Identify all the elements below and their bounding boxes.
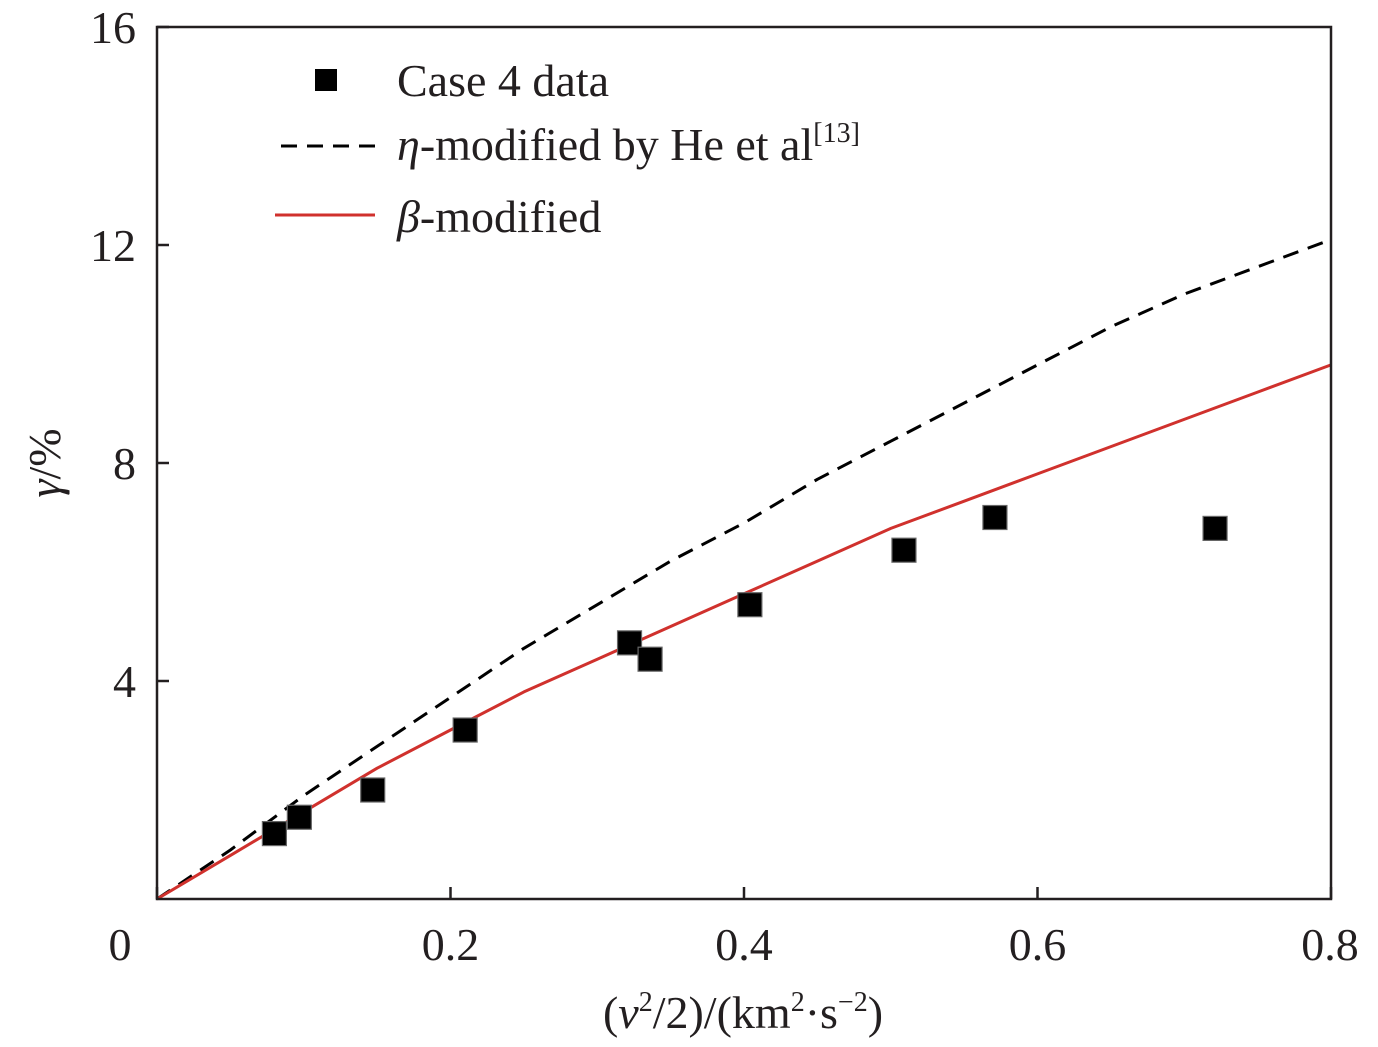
data-point-marker xyxy=(982,504,1008,531)
legend-label-beta: β-modified xyxy=(396,191,601,242)
data-point-marker xyxy=(616,630,643,656)
x-tick-label: 0 xyxy=(109,919,132,970)
data-point-marker xyxy=(452,717,478,743)
x-tick-label: 0.8 xyxy=(1301,919,1359,970)
legend-item-beta: β-modified xyxy=(275,191,601,242)
plot-lines xyxy=(156,238,1332,901)
legend-marker-square xyxy=(315,69,337,91)
data-point-marker xyxy=(637,646,663,672)
ticks xyxy=(155,25,1333,899)
data-point-marker xyxy=(737,592,763,618)
data-point-marker xyxy=(360,777,386,803)
y-axis-title: γ/% xyxy=(19,428,70,497)
x-axis-title: (v2/2)/(km2·s−2) xyxy=(603,987,883,1038)
x-tick-label: 0.4 xyxy=(715,919,773,970)
tick-labels: 0 0.2 0.4 0.6 0.8 4 8 12 16 xyxy=(90,2,1359,970)
y-tick-label: 12 xyxy=(90,220,136,271)
series-line-beta-modified xyxy=(156,363,1332,901)
plot-markers xyxy=(261,504,1228,847)
data-point-marker xyxy=(261,820,287,847)
series-line-eta-modified xyxy=(156,238,1332,901)
x-tick-label: 0.6 xyxy=(1009,919,1067,970)
y-tick-label: 8 xyxy=(113,438,136,489)
legend-item-case4: Case 4 data xyxy=(315,55,609,106)
legend-label-case4: Case 4 data xyxy=(397,55,609,106)
y-tick-label: 4 xyxy=(113,656,136,707)
data-point-marker xyxy=(891,537,917,563)
legend-item-eta: η-modified by He et al[13] xyxy=(281,118,860,170)
y-tick-label: 16 xyxy=(90,2,136,53)
legend: Case 4 data η-modified by He et al[13] β… xyxy=(275,55,860,242)
x-tick-label: 0.2 xyxy=(422,919,480,970)
legend-label-eta: η-modified by He et al[13] xyxy=(397,118,860,170)
data-point-marker xyxy=(1202,515,1228,542)
data-point-marker xyxy=(286,804,312,830)
